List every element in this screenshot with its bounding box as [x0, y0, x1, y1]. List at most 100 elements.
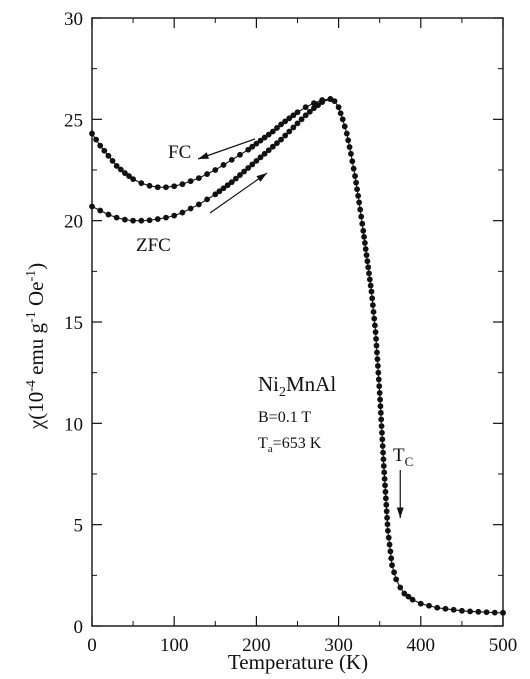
tc-subscript: C [405, 454, 414, 469]
x-tick-label: 400 [407, 635, 436, 656]
data-point [179, 209, 186, 216]
data-point [358, 213, 365, 220]
data-point [467, 608, 474, 615]
data-point [130, 176, 137, 183]
data-point [380, 462, 387, 469]
data-point [372, 322, 378, 329]
data-point [434, 604, 441, 611]
data-point [187, 178, 194, 185]
data-point [483, 609, 490, 616]
data-point [319, 99, 326, 106]
data-point [245, 146, 252, 153]
x-tick-label: 0 [87, 635, 97, 656]
annotations: FC ZFC Ni2MnAl B=0.1 T Ta=653 K TC [136, 138, 413, 518]
data-point [370, 308, 377, 315]
data-point [298, 116, 305, 123]
data-point [386, 541, 393, 548]
data-point [253, 157, 260, 164]
data-point [379, 429, 385, 436]
data-point [379, 443, 386, 449]
data-point [237, 172, 243, 178]
data-point [373, 342, 380, 349]
data-point [369, 302, 376, 309]
data-point [249, 143, 256, 150]
data-point [337, 110, 344, 117]
zfc-warming-arrow [209, 172, 268, 214]
data-point [475, 608, 482, 615]
data-point [346, 144, 353, 150]
y-axis-label: χ(10-4 emu g-1 Oe-1) [24, 263, 48, 430]
data-point [376, 390, 383, 396]
data-point [146, 217, 153, 224]
data-point [220, 185, 227, 192]
data-point [220, 162, 227, 168]
data-point [212, 167, 219, 173]
data-point [450, 606, 457, 613]
zfc-warming-arrow-head [256, 173, 267, 182]
data-point [376, 383, 383, 390]
data-point [378, 416, 385, 423]
anneal-base: T [258, 435, 268, 452]
data-point [89, 203, 95, 210]
data-point [232, 175, 239, 182]
data-point [362, 240, 368, 246]
data-point [171, 183, 178, 190]
data-point [89, 130, 95, 137]
data-point [374, 349, 380, 356]
data-point [274, 140, 280, 147]
data-point [405, 593, 412, 600]
data-point [290, 124, 297, 131]
zfc-label: ZFC [136, 235, 171, 256]
data-point [374, 363, 381, 369]
data-point [146, 182, 153, 189]
data-point [339, 116, 346, 123]
data-point [311, 105, 317, 112]
y-tick-label: 15 [64, 313, 83, 334]
x-tick-label: 100 [160, 635, 189, 656]
data-point [290, 112, 297, 119]
data-point [306, 108, 313, 115]
y-label-open: (10 [24, 392, 48, 420]
data-point [265, 147, 272, 154]
data-point [355, 192, 362, 199]
curie-temperature-label: TC [393, 445, 413, 469]
data-point [93, 136, 100, 143]
data-point [343, 130, 350, 137]
data-point [382, 488, 389, 495]
data-point [387, 548, 394, 555]
data-point [121, 170, 128, 176]
data-point [500, 609, 506, 616]
x-tick-label: 200 [242, 635, 271, 656]
y-label-oe: Oe [24, 282, 48, 312]
compound-subscript: 2 [279, 385, 286, 400]
data-point [241, 168, 247, 175]
data-point [364, 258, 371, 265]
series-points-zfc [89, 96, 334, 224]
y-label-close: ) [24, 263, 48, 270]
y-label-exp3: -1 [24, 270, 39, 282]
data-point [278, 121, 284, 128]
data-point [126, 173, 132, 179]
x-tick-label: 500 [489, 635, 518, 656]
data-point [417, 600, 424, 607]
axes: 0 100 200 300 400 500 0 5 10 15 20 25 30 [64, 9, 517, 656]
data-point [302, 104, 309, 111]
data-point [154, 184, 161, 191]
anneal-subscript: a [268, 443, 273, 455]
data-point [379, 436, 386, 443]
data-point [341, 123, 348, 130]
data-point [352, 173, 358, 179]
data-point [335, 104, 342, 111]
data-point [377, 403, 384, 410]
data-point [269, 128, 276, 135]
series-points-fc [89, 96, 334, 191]
data-point [389, 562, 395, 569]
data-point [397, 584, 404, 591]
fc-cooling-arrow-head [198, 152, 209, 159]
curie-temperature-arrow-head [396, 507, 404, 518]
data-point [101, 147, 108, 154]
tc-base: T [393, 445, 405, 466]
data-point [117, 166, 124, 173]
compound-label: Ni2MnAl [258, 372, 336, 400]
data-point [426, 602, 432, 609]
